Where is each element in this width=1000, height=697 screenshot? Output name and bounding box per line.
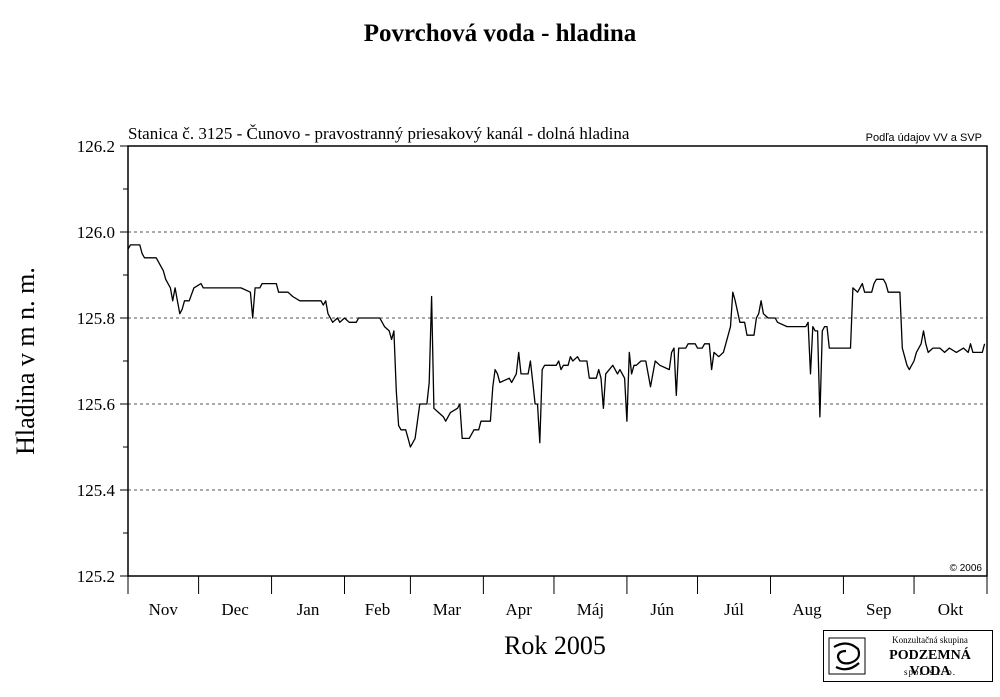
x-tick-label: Okt [938, 600, 964, 619]
x-tick-label: Mar [433, 600, 462, 619]
y-tick-label: 125.2 [77, 567, 115, 586]
x-axis-label: Rok 2005 [504, 631, 606, 660]
plot-frame [127, 145, 988, 577]
x-tick-label: Máj [577, 600, 604, 619]
y-tick-label: 125.6 [77, 395, 115, 414]
logo-line3: spol. s r. o. [903, 667, 956, 677]
logo-mark-icon [828, 637, 866, 675]
y-axis: 126.2 126.0 125.8 125.6 125.4 125.2 [77, 137, 128, 586]
x-tick-label: Dec [221, 600, 249, 619]
y-tick-label: 125.8 [77, 309, 115, 328]
series-line [127, 244, 986, 448]
x-tick-label: Júl [724, 600, 744, 619]
page-title: Povrchová voda - hladina [363, 20, 637, 47]
logo-line1: Konzultačná skupina [892, 635, 968, 645]
x-tick-label: Apr [505, 600, 532, 619]
grid-lines [128, 231, 987, 491]
y-tick-label: 125.4 [77, 481, 116, 500]
y-tick-label: 126.2 [77, 137, 115, 156]
x-tick-label: Jan [297, 600, 320, 619]
x-tick-label: Feb [365, 600, 391, 619]
logo-line2: PODZEMNÁ VODA [889, 648, 971, 679]
x-tick-label: Nov [149, 600, 179, 619]
source-note: Podľa údajov VV a SVP [866, 132, 982, 144]
x-tick-label: Sep [866, 600, 892, 619]
y-tick-label: 126.0 [77, 223, 115, 242]
x-tick-label: Aug [792, 600, 822, 619]
x-axis: Nov Dec Jan Feb Mar Apr Máj Jún Júl Aug Sep Okt [127, 576, 988, 619]
copyright: © 2006 [950, 563, 983, 574]
x-tick-label: Jún [650, 600, 674, 619]
chart-subtitle: Stanica č. 3125 - Čunovo - pravostranný … [128, 124, 630, 143]
y-axis-label: Hladina v m n. m. [11, 267, 40, 455]
company-logo: Konzultačná skupina PODZEMNÁ VODA spol. … [823, 630, 993, 682]
